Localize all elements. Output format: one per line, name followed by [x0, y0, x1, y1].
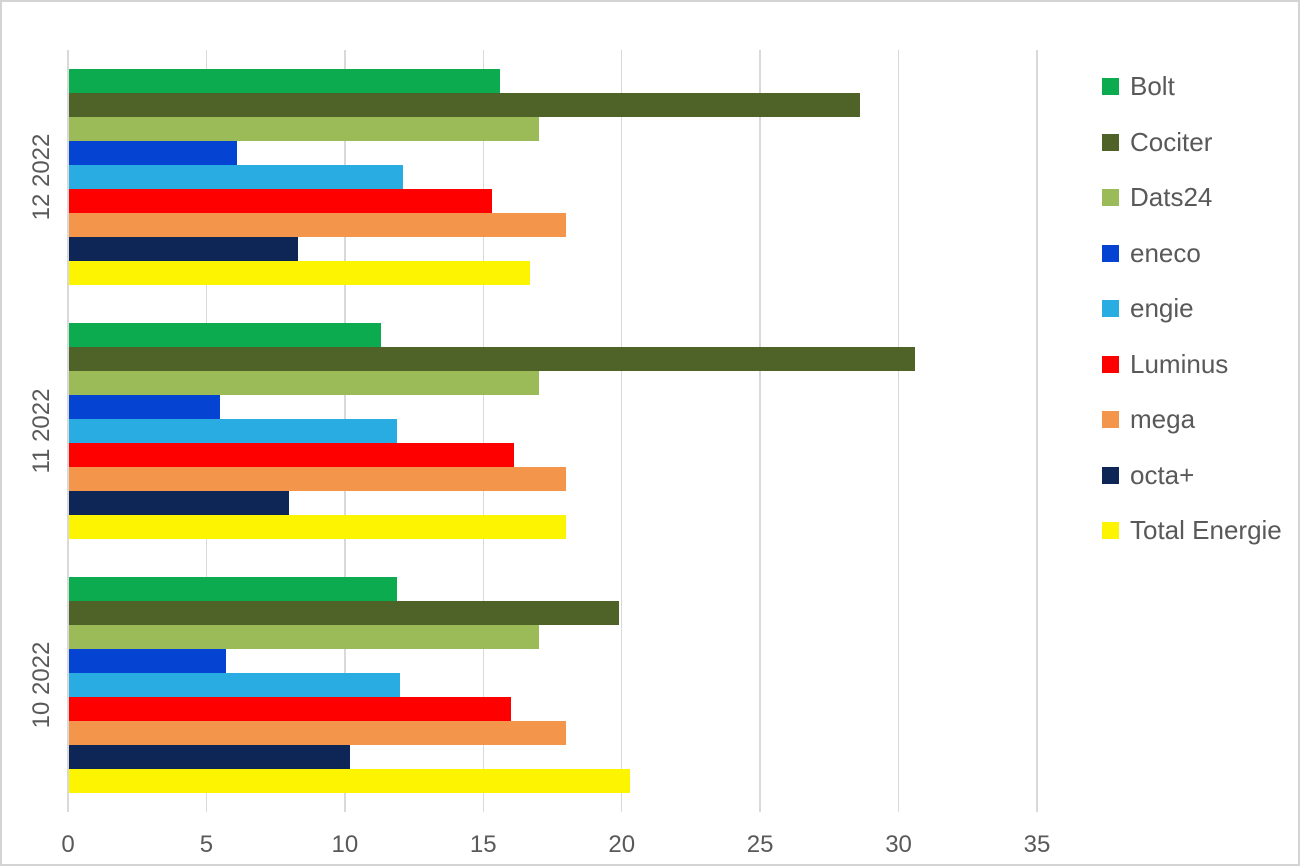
category-label-10-2022: 10 2022: [28, 641, 55, 729]
legend-swatch-icon: [1102, 411, 1119, 428]
legend-label: Total Energie: [1130, 515, 1282, 545]
legend-item-octa-: octa+: [1102, 460, 1194, 490]
bar-luminus-12-2022: [69, 189, 492, 213]
bar-bolt-12-2022: [69, 69, 500, 93]
bar-octa--12-2022: [69, 237, 298, 261]
bar-eneco-10-2022: [69, 649, 226, 673]
legend-label: eneco: [1130, 237, 1201, 268]
legend-item-luminus: Luminus: [1102, 349, 1228, 379]
x-tick-label-25: 25: [746, 831, 774, 858]
legend-swatch-icon: [1102, 466, 1119, 484]
legend-item-dats24: Dats24: [1102, 182, 1213, 213]
x-tick-label-5: 5: [199, 831, 214, 858]
bar-engie-11-2022: [69, 419, 398, 443]
gridline-x-0: [67, 50, 69, 812]
legend-item-cociter: Cociter: [1102, 127, 1212, 157]
bar-total-energie-12-2022: [69, 261, 531, 285]
gridline-x-15: [482, 50, 485, 812]
bar-total-energie-10-2022: [69, 769, 631, 793]
bar-octa--11-2022: [69, 491, 290, 515]
bar-mega-11-2022: [69, 467, 567, 491]
legend-label: Dats24: [1130, 182, 1213, 212]
legend-swatch-icon: [1102, 133, 1119, 151]
bar-engie-10-2022: [69, 673, 401, 697]
legend-swatch-icon: [1102, 300, 1119, 317]
bar-mega-12-2022: [69, 213, 567, 237]
legend-label: Luminus: [1130, 348, 1229, 379]
legend-label: octa+: [1130, 459, 1195, 490]
bar-total-energie-11-2022: [69, 515, 567, 539]
legend-label: Cociter: [1130, 126, 1213, 157]
bar-mega-10-2022: [69, 721, 567, 745]
gridline-x-25: [759, 50, 761, 812]
bar-cociter-12-2022: [69, 93, 860, 117]
gridline-x-20: [620, 50, 623, 812]
bar-octa--10-2022: [69, 745, 351, 769]
gridline-x-35: [1036, 50, 1038, 812]
x-tick-label-15: 15: [469, 831, 497, 858]
bar-bolt-11-2022: [69, 323, 381, 347]
legend-item-eneco: eneco: [1102, 238, 1201, 268]
bar-eneco-11-2022: [69, 395, 221, 419]
x-tick-label-35: 35: [1023, 831, 1051, 858]
gridline-x-30: [897, 50, 900, 812]
bar-eneco-12-2022: [69, 141, 237, 165]
bar-luminus-11-2022: [69, 443, 514, 467]
legend-swatch-icon: [1102, 522, 1119, 539]
legend-swatch-icon: [1102, 78, 1119, 95]
x-tick-label-10: 10: [331, 831, 359, 858]
legend-label: Bolt: [1130, 71, 1175, 101]
category-label-11-2022: 11 2022: [28, 388, 55, 474]
bar-bolt-10-2022: [69, 577, 398, 601]
legend-swatch-icon: [1102, 355, 1119, 373]
legend-item-bolt: Bolt: [1102, 71, 1175, 102]
bar-engie-12-2022: [69, 165, 403, 189]
legend-item-total-energie: Total Energie: [1102, 515, 1282, 546]
bar-cociter-10-2022: [69, 601, 619, 625]
bar-luminus-10-2022: [69, 697, 511, 721]
legend-item-mega: mega: [1102, 404, 1196, 435]
bar-dats24-10-2022: [69, 625, 539, 649]
bar-dats24-12-2022: [69, 117, 539, 141]
legend-label: engie: [1130, 293, 1194, 323]
legend-swatch-icon: [1102, 189, 1119, 206]
legend-item-engie: engie: [1102, 293, 1194, 324]
category-label-12-2022: 12 2022: [28, 133, 55, 221]
x-tick-label-0: 0: [61, 831, 75, 858]
x-tick-label-30: 30: [885, 831, 912, 858]
bar-cociter-11-2022: [69, 347, 916, 371]
legend-swatch-icon: [1102, 244, 1119, 262]
legend-label: mega: [1130, 404, 1196, 434]
x-tick-label-20: 20: [608, 831, 636, 858]
bar-dats24-11-2022: [69, 371, 539, 395]
